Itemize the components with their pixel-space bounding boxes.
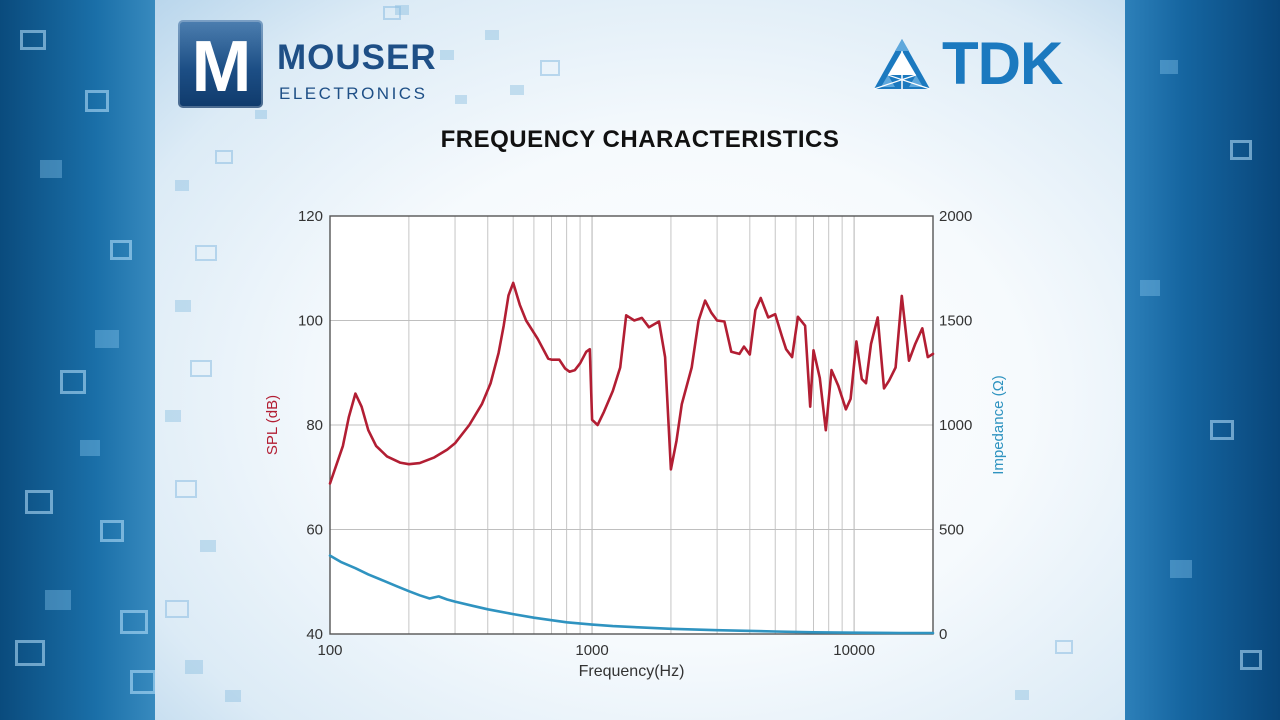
decor-square	[1210, 420, 1234, 440]
decor-tile	[225, 690, 241, 702]
y-left-tick-label: 120	[298, 208, 323, 225]
decor-tile	[215, 150, 233, 164]
chart-title: FREQUENCY CHARACTERISTICS	[440, 126, 840, 153]
y-right-tick-label: 500	[939, 522, 964, 539]
decor-square	[1140, 280, 1160, 296]
decor-tile	[185, 660, 203, 674]
y-left-tick-label: 60	[306, 522, 323, 539]
decor-square	[100, 520, 124, 542]
x-tick-label: 10000	[833, 642, 875, 659]
tdk-logo-text: TDK	[942, 30, 1063, 97]
y-left-axis-label: SPL (dB)	[264, 395, 281, 455]
decor-tile	[165, 410, 181, 422]
mouser-logo-subtitle: ELECTRONICS	[279, 84, 428, 103]
decor-tile	[200, 540, 216, 552]
decor-tile	[510, 85, 524, 95]
decor-tile	[175, 480, 197, 498]
decor-tile	[485, 30, 499, 40]
impedance-series-line	[328, 554, 935, 635]
y-right-tick-label: 0	[939, 626, 947, 643]
x-tick-label: 100	[317, 642, 342, 659]
plot-frame	[329, 215, 934, 635]
decor-square	[15, 640, 45, 666]
tdk-logo-mark-icon	[873, 39, 931, 90]
decor-tile	[1055, 640, 1073, 654]
decor-square	[110, 240, 132, 260]
decor-square	[60, 370, 86, 394]
decor-tile	[175, 180, 189, 191]
y-right-tick-label: 2000	[939, 208, 972, 225]
decor-tile	[165, 600, 189, 618]
decor-tile	[1015, 690, 1029, 700]
mouser-logo-letter: M	[191, 27, 252, 107]
decor-tile	[255, 110, 267, 119]
y-right-tick-label: 1500	[939, 313, 972, 330]
y-right-tick-label: 1000	[939, 417, 972, 434]
decor-tile	[190, 360, 212, 377]
background-right-panel	[1120, 0, 1280, 720]
y-left-tick-label: 100	[298, 313, 323, 330]
decor-square	[85, 90, 109, 112]
x-axis-label: Frequency(Hz)	[579, 663, 685, 680]
decor-square	[1160, 60, 1178, 74]
decor-tile	[395, 5, 409, 15]
mouser-logo-name: MOUSER	[277, 38, 437, 77]
decor-square	[130, 670, 156, 694]
decor-tile	[383, 6, 401, 20]
decor-square	[95, 330, 119, 348]
decor-tile	[440, 50, 454, 60]
x-tick-label: 1000	[575, 642, 608, 659]
y-left-tick-label: 80	[306, 417, 323, 434]
decor-square	[45, 590, 71, 610]
decor-tile	[175, 300, 191, 312]
spl-series-line	[328, 281, 935, 485]
decor-square	[40, 160, 62, 178]
decor-square	[80, 440, 100, 456]
decor-square	[20, 30, 46, 50]
decor-tile	[540, 60, 560, 76]
tdk-logo: TDK	[872, 30, 1102, 97]
background-left-panel	[0, 0, 160, 720]
mouser-logo: M MOUSER ELECTRONICS	[178, 20, 436, 110]
decor-square	[1230, 140, 1252, 160]
decor-tile	[195, 245, 217, 261]
decor-square	[1170, 560, 1192, 578]
decor-tile	[455, 95, 467, 104]
decor-square	[120, 610, 148, 634]
y-left-tick-label: 40	[306, 626, 323, 643]
mouser-logo-mark: M	[178, 20, 263, 108]
decor-square	[1240, 650, 1262, 670]
y-right-axis-label: Impedance (Ω)	[990, 375, 1007, 475]
decor-square	[25, 490, 53, 514]
